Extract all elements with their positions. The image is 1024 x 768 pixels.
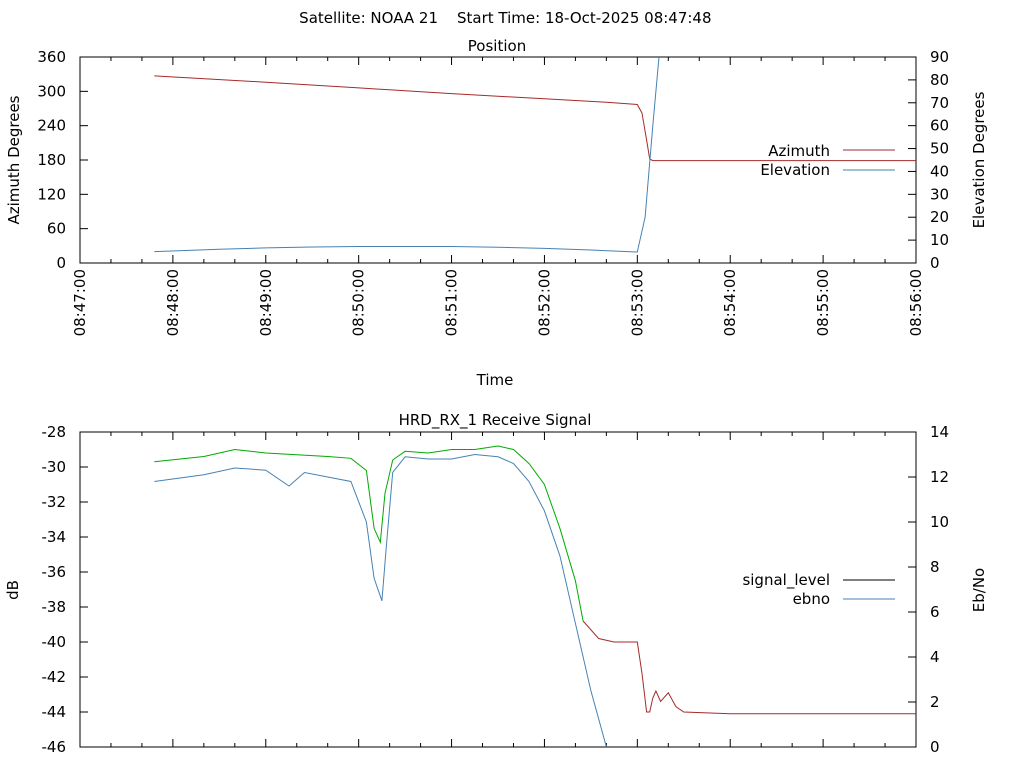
legend-label-azimuth: Azimuth [768, 142, 830, 160]
signal-series-signal-level [154, 445, 584, 622]
signal-y2-tick-label: 10 [930, 513, 949, 531]
position-y2-tick-label: 40 [930, 162, 949, 180]
position-y2-tick-label: 20 [930, 208, 949, 226]
signal-legend: signal_level ebno [742, 571, 895, 608]
position-y2-tick-label: 10 [930, 231, 949, 249]
legend-label-elevation: Elevation [760, 161, 830, 179]
signal-y2-tick-label: 2 [930, 693, 940, 711]
signal-y-tick-label: -40 [42, 633, 67, 651]
position-y2-tick-label: 60 [930, 117, 949, 135]
position-y2-tick-label: 70 [930, 94, 949, 112]
position-legend: Azimuth Elevation [760, 142, 895, 179]
position-y-tick-label: 360 [37, 48, 66, 66]
signal-chart-title: HRD_RX_1 Receive Signal [399, 411, 592, 430]
position-y2-tick-label: 0 [930, 254, 940, 272]
position-x-tick-label: 08:50:00 [350, 269, 368, 336]
position-x-tick-label: 08:53:00 [628, 269, 646, 336]
position-y-tick-label: 60 [47, 220, 66, 238]
position-x-tick-label: 08:48:00 [164, 269, 182, 336]
signal-series-signal-level [582, 620, 916, 715]
position-chart-title: Position [468, 37, 526, 55]
signal-y2-tick-label: 0 [930, 738, 940, 756]
position-y2-tick-label: 90 [930, 48, 949, 66]
signal-y2-tick-label: 6 [930, 603, 940, 621]
position-chart: Position 08:47:00 08:48:00 08:49:00 08:50:0… [5, 37, 988, 389]
start-time-label: Start Time: 18-Oct-2025 08:47:48 [457, 9, 712, 27]
signal-y-tick-label: -34 [42, 528, 67, 546]
signal-y-tick-label: -42 [42, 668, 67, 686]
position-x-tick-label: 08:47:00 [71, 269, 89, 336]
signal-y2-tick-label: 12 [930, 468, 949, 486]
position-y-tick-label: 0 [56, 254, 66, 272]
signal-y-tick-label: -44 [42, 703, 67, 721]
position-plot-frame [79, 56, 917, 264]
position-x-tick-label: 08:55:00 [814, 269, 832, 336]
position-y2-axis-label: Elevation Degrees [970, 91, 988, 228]
signal-series-ebno [154, 453, 607, 747]
position-y-tick-label: 300 [37, 82, 66, 100]
position-y2-tick-label: 30 [930, 185, 949, 203]
legend-label-ebno: ebno [793, 590, 830, 608]
position-y-tick-label: 240 [37, 117, 66, 135]
satellite-label: Satellite: NOAA 21 [299, 9, 438, 27]
position-x-axis-label: Time [476, 371, 514, 389]
signal-y-tick-label: -32 [42, 493, 67, 511]
signal-y-tick-label: -28 [42, 423, 67, 441]
position-x-tick-label: 08:52:00 [535, 269, 553, 336]
position-y-axis-label: Azimuth Degrees [5, 95, 23, 224]
legend-label-signal-level: signal_level [742, 571, 830, 590]
position-series-elevation [154, 57, 660, 253]
signal-y2-tick-label: 14 [930, 423, 949, 441]
signal-chart: HRD_RX_1 Receive Signal -46 -44 -42 -40 -38 -… [4, 411, 988, 756]
signal-y-tick-label: -46 [42, 738, 67, 756]
signal-y2-tick-label: 4 [930, 648, 940, 666]
signal-y2-tick-label: 8 [930, 558, 940, 576]
signal-y2-axis-label: Eb/No [970, 568, 988, 612]
position-x-tick-label: 08:49:00 [257, 269, 275, 336]
position-x-tick-label: 08:56:00 [907, 269, 925, 336]
position-x-tick-label: 08:51:00 [443, 269, 461, 336]
signal-plot-frame [79, 431, 917, 748]
position-y2-tick-label: 50 [930, 140, 949, 158]
position-x-tick-label: 08:54:00 [721, 269, 739, 336]
position-y-tick-label: 180 [37, 151, 66, 169]
signal-y-axis-label: dB [4, 580, 22, 600]
signal-y-tick-label: -36 [42, 563, 67, 581]
signal-y-tick-label: -30 [42, 458, 67, 476]
position-y2-tick-label: 80 [930, 71, 949, 89]
signal-y-tick-label: -38 [42, 598, 67, 616]
position-y-tick-label: 120 [37, 185, 66, 203]
